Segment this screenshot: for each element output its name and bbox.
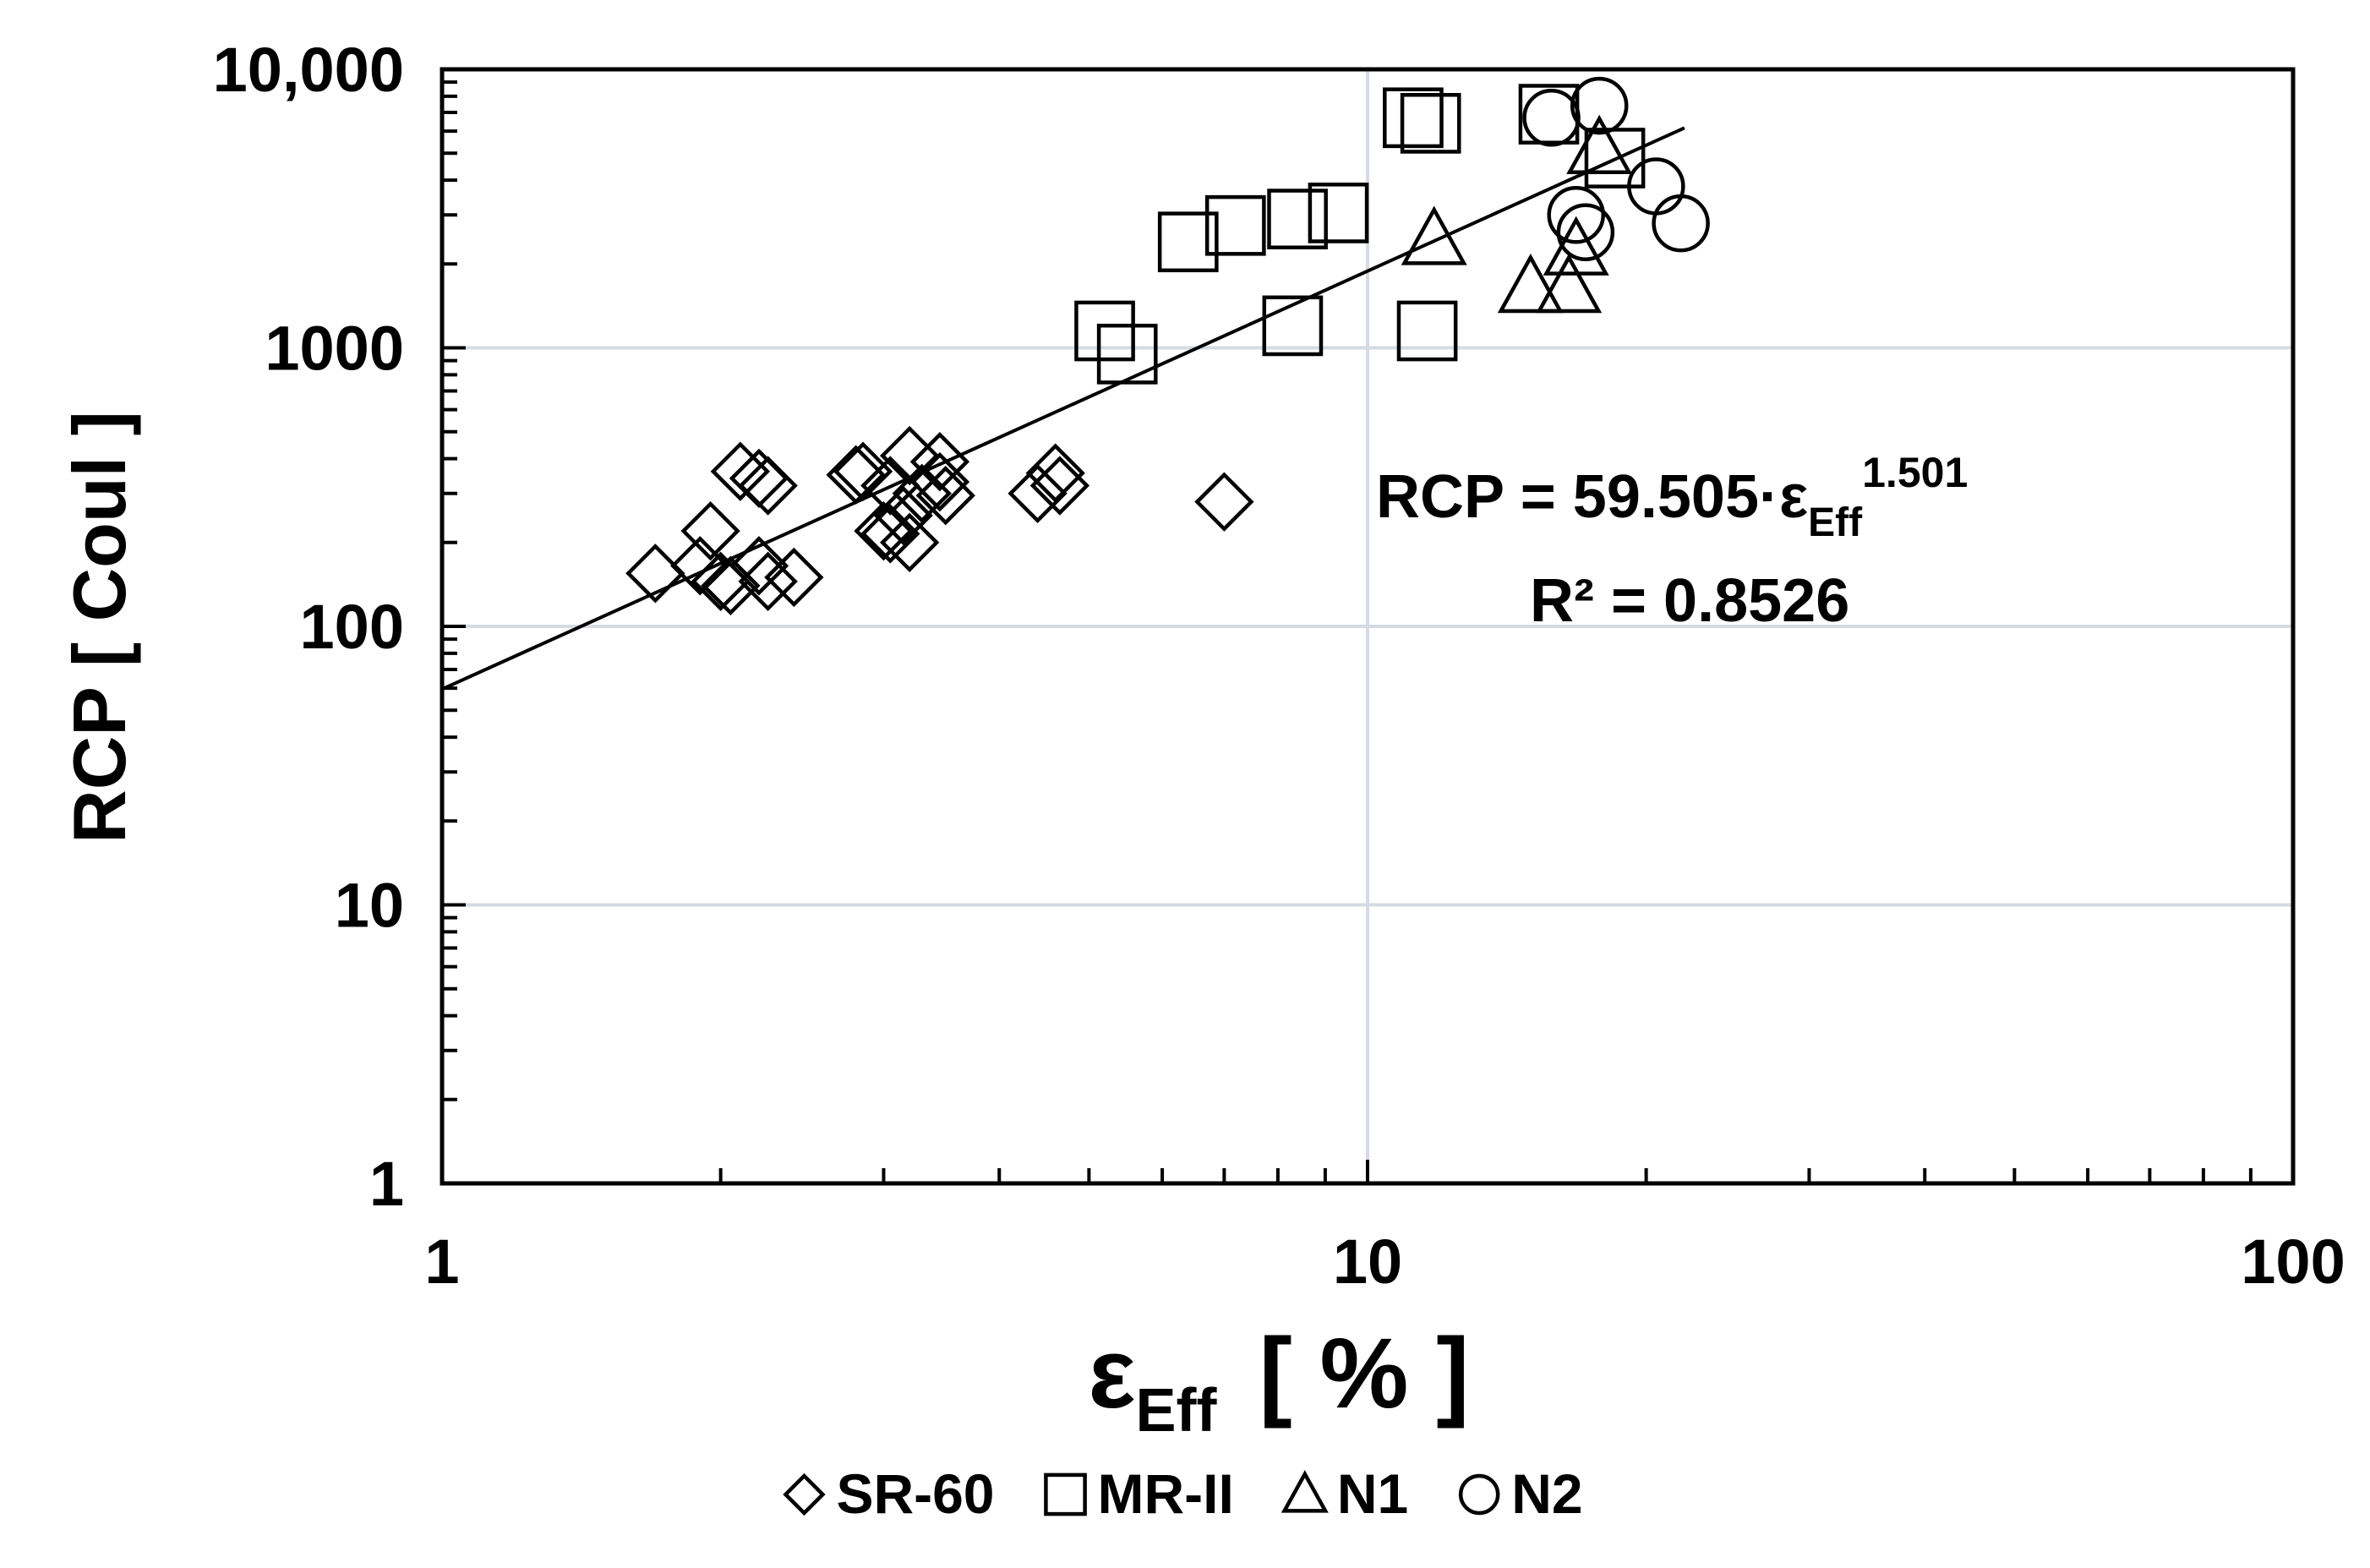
legend-label: N2: [1511, 1462, 1582, 1525]
data-point-diamond: [860, 456, 920, 516]
trendline-equation-subscript: Eff: [1808, 500, 1863, 545]
data-point-triangle: [1543, 216, 1609, 276]
legend-item-sr-60: SR-60: [783, 1462, 995, 1525]
legend-label: SR-60: [836, 1462, 994, 1525]
data-point-triangle: [1497, 254, 1564, 314]
y-tick-label: 10,000: [213, 35, 404, 105]
data-point-square: [1308, 183, 1369, 243]
x-axis-title: εEff [ % ]: [1088, 1318, 1469, 1445]
data-point-square: [1204, 194, 1266, 256]
data-point-circle: [1547, 186, 1605, 244]
series-n1: [1401, 114, 1633, 314]
trendline-equation-main: RCP = 59.505·ε: [1376, 463, 1808, 531]
y-tick-label: 1: [369, 1149, 404, 1219]
legend-label: N1: [1337, 1462, 1408, 1525]
legend-item-n2: N2: [1458, 1462, 1583, 1525]
data-point-square: [1074, 300, 1135, 362]
data-point-diamond: [710, 441, 771, 501]
data-point-diamond: [909, 432, 970, 492]
data-point-square: [1096, 323, 1158, 385]
r-squared-label: R² = 0.8526: [1530, 567, 1849, 635]
legend-triangle-icon: [1281, 1470, 1329, 1513]
data-point-diamond: [826, 445, 886, 505]
y-tick-label: 100: [300, 592, 404, 662]
y-tick-label: 1000: [265, 314, 404, 384]
data-point-circle: [1522, 89, 1581, 147]
data-point-triangle: [1536, 254, 1603, 314]
x-axis-title-subscript: Eff: [1135, 1377, 1217, 1445]
data-point-circle: [1570, 76, 1629, 135]
legend: SR-60 MR-II N1 N2: [783, 1462, 1583, 1525]
trendline-equation: RCP = 59.505·εEff1.501: [1376, 449, 1968, 545]
legend-item-mr-ii: MR-II: [1044, 1462, 1234, 1525]
x-tick-labels: 1 10 100: [424, 1227, 2345, 1297]
data-point-diamond: [833, 441, 893, 501]
series-n2: [1522, 76, 1710, 262]
legend-square-icon: [1044, 1472, 1087, 1516]
data-point-square: [1383, 87, 1444, 149]
data-point-triangle: [1566, 114, 1633, 174]
plot-frame: [440, 67, 2296, 1186]
data-point-diamond: [1029, 456, 1090, 516]
data-point-diamond: [879, 512, 940, 572]
y-axis-title: RCP [ Coul ]: [57, 411, 141, 844]
data-point-triangle: [1401, 205, 1467, 265]
data-point-diamond: [764, 547, 824, 608]
y-tick-labels: 1 10 100 1000 10,000: [213, 35, 404, 1219]
legend-item-n1: N1: [1281, 1462, 1408, 1525]
data-point-diamond: [892, 463, 952, 523]
data-point-circle: [1652, 194, 1710, 253]
data-point-diamond: [915, 466, 975, 526]
data-point-diamond: [701, 555, 761, 616]
y-tick-label: 10: [335, 871, 404, 941]
data-point-diamond: [680, 500, 740, 561]
x-tick-label: 1: [424, 1227, 459, 1297]
data-point-square: [1157, 211, 1219, 273]
data-point-square: [1400, 93, 1461, 154]
data-point-diamond: [1008, 463, 1068, 523]
legend-diamond-icon: [783, 1472, 826, 1516]
x-tick-label: 10: [1333, 1227, 1402, 1297]
legend-label: MR-II: [1098, 1462, 1234, 1525]
x-axis-title-symbol: ε: [1088, 1318, 1135, 1429]
data-point-diamond: [1194, 472, 1254, 532]
trendline-equation-exponent: 1.501: [1862, 449, 1968, 496]
series-sr-60: [625, 425, 1254, 616]
data-point-circle: [1556, 203, 1615, 262]
data-point-diamond: [860, 504, 920, 564]
data-point-diamond: [738, 456, 798, 516]
data-point-diamond: [873, 485, 933, 546]
data-points: [625, 76, 1710, 616]
x-tick-label: 100: [2241, 1227, 2345, 1297]
data-point-diamond: [738, 551, 798, 612]
data-point-diamond: [1025, 443, 1085, 503]
minor-ticks: [440, 80, 2253, 1185]
trendline-layer: [441, 126, 1685, 691]
data-point-square: [1396, 300, 1458, 362]
grid-lines: [442, 69, 2293, 1183]
data-point-square: [1267, 188, 1328, 249]
legend-circle-icon: [1458, 1473, 1500, 1516]
data-point-diamond: [729, 536, 789, 596]
data-point-square: [1262, 295, 1324, 357]
x-axis-title-unit: [ % ]: [1259, 1318, 1469, 1429]
trendline: [441, 126, 1685, 691]
